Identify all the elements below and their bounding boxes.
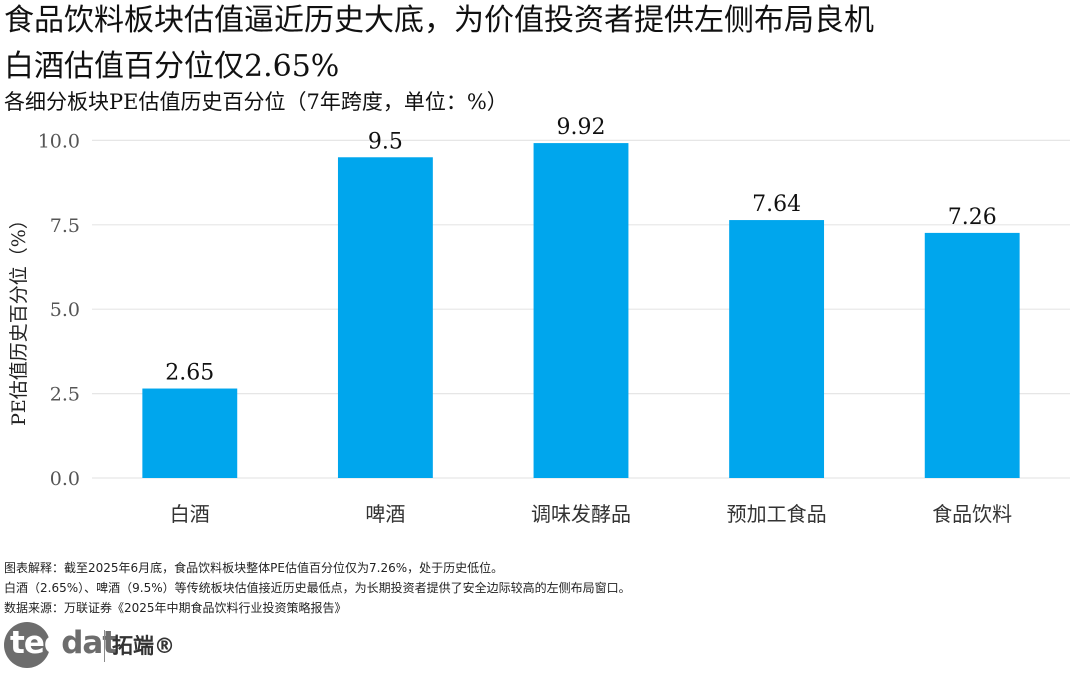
note-source: 数据来源：万联证券《2025年中期食品饮料行业投资策略报告》 [4, 601, 347, 615]
x-tick-label: 调味发酵品 [531, 502, 631, 526]
tecdat-logo: tecdat 拓端® [4, 622, 204, 668]
chart-notes: 图表解释：截至2025年6月底，食品饮料板块整体PE估值百分位仅为7.26%，处… [4, 558, 631, 618]
bar-value-label: 7.26 [948, 205, 997, 230]
logo-circle [4, 622, 50, 668]
x-tick-label: 白酒 [170, 502, 210, 526]
bar [729, 220, 825, 478]
bar-value-label: 9.5 [368, 129, 403, 154]
y-tick-label: 0.0 [50, 468, 80, 490]
bar [142, 388, 238, 478]
bar-value-label: 7.64 [752, 192, 801, 217]
chart-title-line2: 白酒估值百分位仅2.65% [4, 49, 340, 84]
y-tick-label: 10.0 [38, 130, 80, 152]
bar-value-label: 9.92 [557, 115, 606, 140]
chart-bars [142, 143, 1020, 478]
chart-subtitle: 各细分板块PE估值历史百分位（7年跨度，单位：%） [4, 90, 508, 114]
y-tick-label: 7.5 [50, 215, 80, 237]
y-tick-label: 5.0 [50, 299, 80, 321]
x-tick-label: 预加工食品 [727, 502, 827, 526]
chart-title: 食品饮料板块估值逼近历史大底，为价值投资者提供左侧布局良机 [4, 3, 874, 38]
logo-wordmark: tecdat [10, 625, 117, 661]
x-tick-label: 食品饮料 [932, 502, 1012, 526]
x-tick-label: 啤酒 [365, 502, 405, 526]
note-detail: 白酒（2.65%）、啤酒（9.5%）等传统板块估值接近历史最低点，为长期投资者提… [4, 581, 631, 595]
note-explanation: 图表解释：截至2025年6月底，食品饮料板块整体PE估值百分位仅为7.26%，处… [4, 561, 504, 575]
y-axis-ticks: 0.0 2.5 5.0 7.5 10.0 [38, 130, 80, 490]
bar-value-label: 2.65 [165, 361, 214, 386]
y-axis-label: PE估值历史百分位（%） [8, 210, 30, 426]
logo-cn-text: 拓端® [112, 634, 175, 658]
y-tick-label: 2.5 [50, 384, 80, 406]
bar [337, 157, 433, 478]
chart-value-labels: 2.65 9.5 9.92 7.64 7.26 [165, 115, 996, 385]
bar [924, 232, 1020, 478]
x-axis-ticks: 白酒 啤酒 调味发酵品 预加工食品 食品饮料 [170, 502, 1012, 526]
logo-divider [104, 630, 105, 662]
bar [533, 143, 629, 478]
